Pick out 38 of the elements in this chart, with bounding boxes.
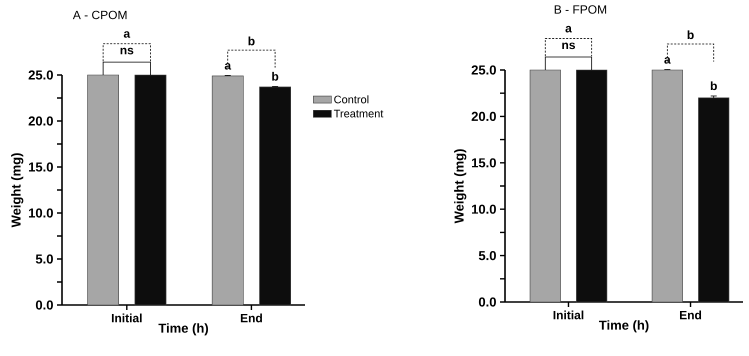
bar — [87, 74, 119, 306]
x-axis-title: Time (h) — [158, 323, 208, 336]
annotation: b — [272, 72, 278, 81]
text: ns — [120, 48, 134, 54]
bar — [259, 86, 291, 306]
y-axis-title: Weight (mg) — [454, 149, 466, 224]
chart-title: B - FPOM — [554, 5, 606, 14]
y-tick-label: 25.0 — [28, 70, 53, 80]
text: a — [124, 31, 130, 38]
x-axis-title: Time (h) — [598, 320, 649, 332]
annotation: b — [710, 81, 717, 90]
y-tick-label: 5.0 — [478, 250, 496, 260]
y-tick-label: 20.0 — [472, 112, 496, 121]
bar — [212, 76, 244, 306]
y-tick-label: 20.0 — [28, 116, 53, 126]
bar — [134, 74, 166, 306]
legend-label: Treatment — [334, 110, 384, 118]
y-tick-label: 25.0 — [472, 65, 496, 75]
text: b — [248, 36, 255, 46]
text: a — [565, 26, 572, 32]
y-tick-label: 5.0 — [36, 254, 53, 264]
y-tick-label: 10.0 — [28, 208, 53, 218]
x-tick-label: Initial — [112, 314, 142, 322]
text: b — [688, 30, 694, 40]
x-tick-label: Initial — [554, 310, 584, 320]
text: ns — [562, 42, 575, 50]
text: a — [224, 63, 232, 70]
legend-label: Control — [334, 95, 368, 104]
chart-title: A - CPOM — [72, 10, 126, 20]
x-tick-label: End — [240, 314, 262, 322]
y-tick-label: 15.0 — [472, 158, 496, 168]
y-tick-label: 0.0 — [478, 297, 496, 307]
y-axis-title: Weight (mg) — [11, 153, 24, 228]
text: a — [664, 57, 671, 64]
y-tick-label: 15.0 — [28, 162, 53, 172]
y-tick-label: 10.0 — [472, 204, 496, 214]
x-tick-label: End — [680, 310, 702, 320]
y-tick-label: 0.0 — [36, 300, 53, 310]
